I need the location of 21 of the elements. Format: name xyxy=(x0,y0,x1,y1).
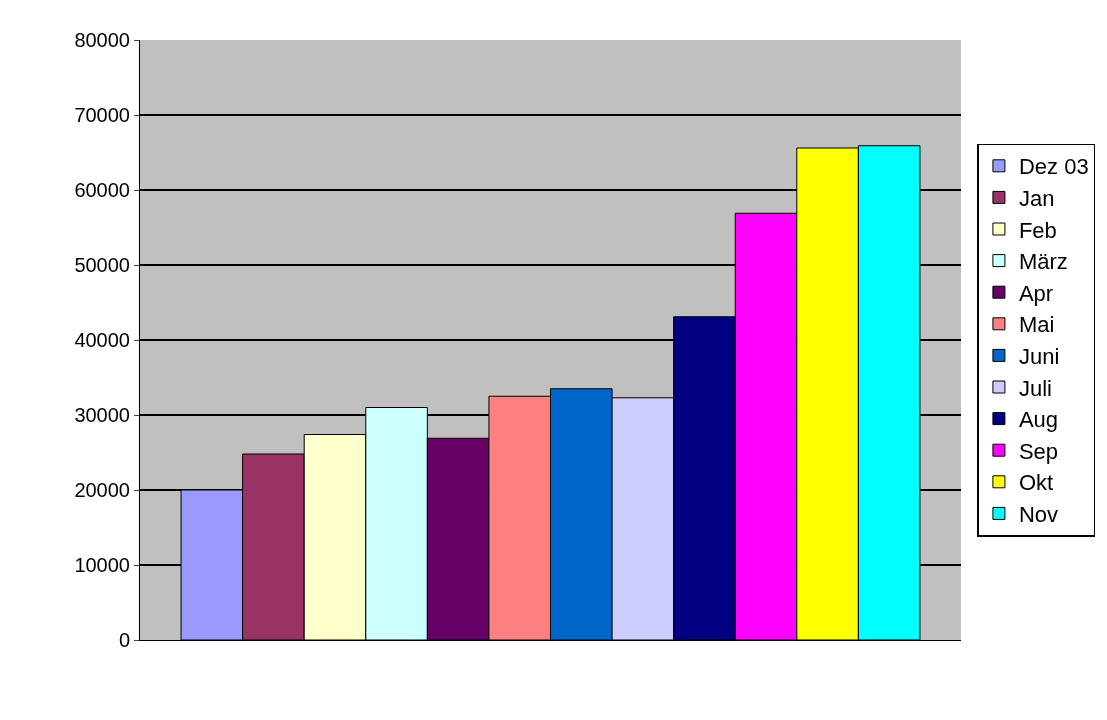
y-tick-label: 60000 xyxy=(74,179,130,201)
legend-label: Aug xyxy=(1018,407,1059,433)
legend-label: Sep xyxy=(1018,438,1059,464)
legend-label: Nov xyxy=(1018,501,1059,527)
y-tick-label: 20000 xyxy=(74,479,130,501)
legend-label: Okt xyxy=(1018,470,1054,496)
legend-label: Juli xyxy=(1018,375,1052,401)
legend-label: Dez 03 xyxy=(1018,154,1089,180)
y-tick-label: 40000 xyxy=(74,329,130,351)
y-tick-label: 80000 xyxy=(74,29,130,51)
y-tick-label: 0 xyxy=(118,629,130,651)
legend-label: Mai xyxy=(1018,312,1055,338)
legend-label: März xyxy=(1018,249,1068,275)
legend-label: Juni xyxy=(1018,343,1060,369)
legend-label: Apr xyxy=(1018,280,1054,306)
y-tick-label: 70000 xyxy=(74,104,130,126)
legend-label: Jan xyxy=(1018,185,1055,211)
y-tick-label: 30000 xyxy=(74,404,130,426)
y-tick-label: 10000 xyxy=(74,554,130,576)
y-tick-label: 50000 xyxy=(74,254,130,276)
legend-label: Feb xyxy=(1018,217,1057,243)
